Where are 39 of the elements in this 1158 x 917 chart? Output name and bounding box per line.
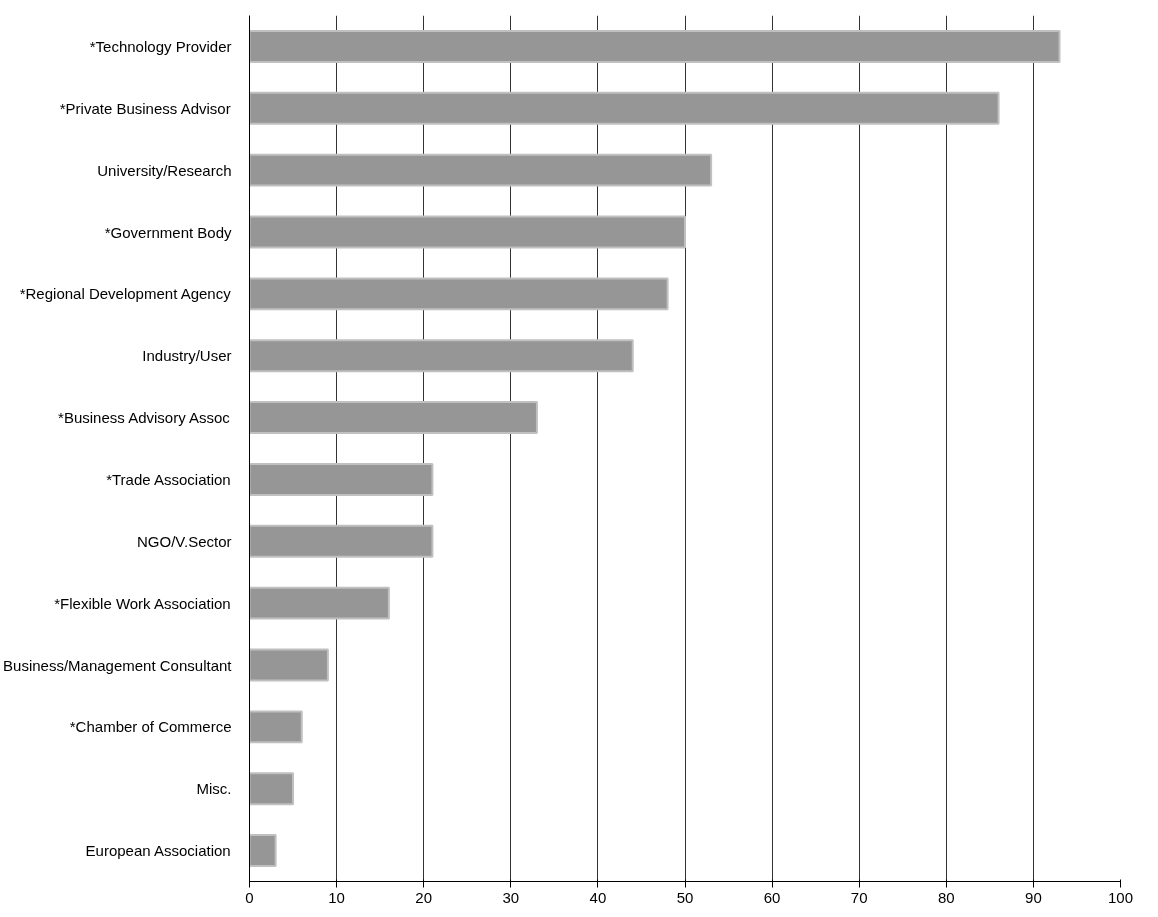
x-tick-label: 100	[1107, 888, 1134, 906]
x-tick-label: 60	[763, 888, 781, 906]
bar	[249, 648, 329, 682]
x-tick-label: 30	[502, 888, 520, 906]
bar	[249, 153, 713, 187]
x-tick-label: 0	[245, 888, 254, 906]
bar	[249, 586, 390, 620]
y-tick-label: University/Research	[97, 161, 232, 179]
y-tick-label: *Regional Development Agency	[19, 285, 232, 303]
y-tick-label: *Flexible Work Association	[54, 594, 231, 612]
y-tick-label: *Trade Association	[106, 470, 231, 488]
y-tick-label: *Business Advisory Assoc	[58, 409, 231, 427]
bar	[249, 710, 303, 744]
y-tick-label: Misc.	[196, 780, 232, 798]
bar	[249, 29, 1061, 63]
x-tick-label: 90	[1025, 888, 1042, 906]
bar	[249, 401, 538, 435]
y-tick-label: NGO/V.Sector	[137, 532, 232, 550]
x-tick-label: 50	[676, 888, 694, 906]
bar	[249, 339, 634, 373]
bar	[249, 91, 1000, 125]
y-tick-label: *Private Business Advisor	[59, 99, 231, 117]
bar	[249, 524, 434, 558]
bar	[249, 462, 434, 496]
x-tick-label: 80	[937, 888, 955, 906]
x-tick-label: 40	[589, 888, 607, 906]
y-tick-label: Business/Management Consultant	[3, 656, 233, 674]
x-tick-label: 10	[328, 888, 345, 906]
y-tick-label: *Government Body	[104, 223, 232, 241]
bar	[249, 834, 277, 868]
bar	[249, 277, 669, 311]
y-tick-label: Industry/User	[142, 347, 232, 365]
x-tick-label: 20	[415, 888, 433, 906]
y-tick-label: *Technology Provider	[89, 37, 232, 55]
x-tick-label: 70	[850, 888, 868, 906]
bar	[249, 772, 295, 806]
y-tick-label: *Chamber of Commerce	[69, 718, 232, 736]
y-tick-label: European Association	[85, 842, 231, 860]
bar	[249, 215, 686, 249]
